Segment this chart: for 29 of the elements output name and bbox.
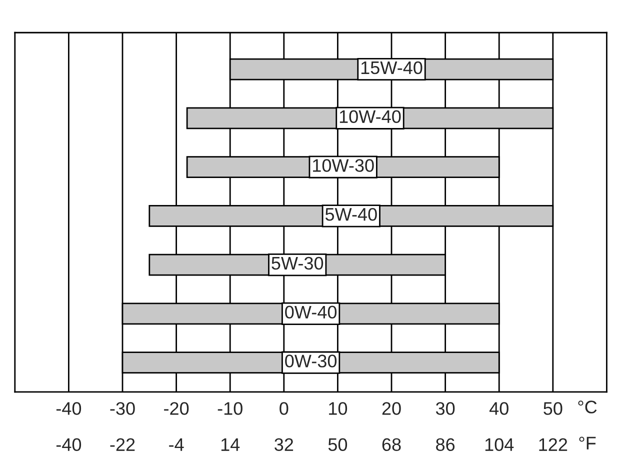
x2-tick-label: -40	[56, 438, 82, 451]
x2-tick-label: 14	[221, 438, 240, 451]
x-tick-label: 10	[329, 402, 348, 415]
x2-axis-title: °F	[579, 436, 596, 450]
y-tick-label: 10W-30	[313, 159, 374, 172]
x2-tick-label: 50	[328, 438, 348, 451]
x2-tick-label: 122	[539, 438, 568, 451]
y-tick-label: 15W-40	[361, 61, 422, 74]
y-tick-label: 0W-30	[285, 354, 337, 368]
x-tick-label: -10	[218, 402, 242, 415]
y-tick-label: 5W-40	[325, 208, 377, 221]
x2-tick-label: 86	[436, 438, 455, 451]
x-tick-label: 40	[489, 402, 508, 415]
x2-tick-label: 68	[382, 438, 401, 451]
x-tick-label: 20	[382, 402, 401, 415]
x2-tick-label: -22	[110, 438, 135, 451]
x-tick-label: 50	[544, 402, 562, 415]
x-tick-label: -30	[110, 402, 135, 415]
x2-tick-label: -4	[169, 438, 184, 451]
y-tick-label: 0W-40	[285, 306, 337, 319]
x2-tick-label: 104	[485, 438, 514, 451]
x-axis-title: °C	[578, 400, 597, 414]
x-tick-label: -20	[164, 402, 189, 415]
x-tick-label: 30	[436, 402, 455, 415]
x-tick-label: 0	[280, 402, 288, 415]
y-tick-label: 5W-30	[272, 256, 324, 270]
x2-tick-label: 32	[274, 438, 294, 451]
y-tick-label: 10W-40	[340, 110, 401, 124]
x-tick-label: -40	[56, 402, 82, 415]
